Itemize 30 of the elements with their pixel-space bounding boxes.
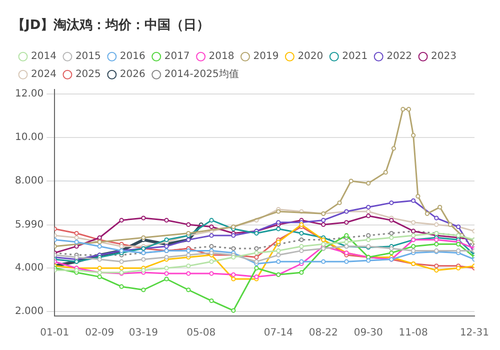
x-tick-label: 08-22 bbox=[308, 328, 338, 339]
legend-label: 2020 bbox=[298, 51, 324, 62]
y-tick-label: 12.00 bbox=[14, 88, 44, 100]
y-tick-label: 2.000 bbox=[14, 306, 44, 318]
legend-label: 2016 bbox=[120, 51, 146, 62]
y-tick-label: 8.000 bbox=[14, 176, 44, 187]
legend-label: 2018 bbox=[208, 51, 234, 62]
legend-label: 2022 bbox=[386, 51, 412, 62]
chart-title: 【JD】淘汰鸡：均价：中国（日） bbox=[12, 17, 210, 34]
x-tick-label: 02-09 bbox=[85, 328, 114, 339]
y-tick-label: 5.990 bbox=[14, 219, 44, 230]
y-tick-label: 10.00 bbox=[14, 132, 44, 144]
legend-label: 2025 bbox=[75, 69, 101, 80]
legend-label: 2017 bbox=[164, 51, 190, 62]
x-tick-label: 01-01 bbox=[40, 328, 70, 339]
legend-label: 2024 bbox=[31, 69, 56, 80]
legend-label: 2026 bbox=[120, 69, 146, 80]
legend-label: 2014-2025均值 bbox=[164, 68, 239, 80]
legend-label: 2014 bbox=[31, 51, 56, 62]
legend-label: 2019 bbox=[253, 51, 279, 62]
x-tick-label: 09-30 bbox=[354, 328, 383, 339]
x-tick-label: 03-19 bbox=[128, 328, 158, 339]
legend-label: 2021 bbox=[342, 51, 368, 62]
x-tick-label: 07-14 bbox=[264, 328, 293, 339]
y-tick-label: 4.000 bbox=[14, 262, 44, 274]
x-tick-label: 12-31 bbox=[460, 328, 489, 339]
legend-label: 2023 bbox=[431, 51, 456, 62]
x-tick-label: 11-08 bbox=[398, 328, 428, 339]
x-tick-label: 05-08 bbox=[186, 328, 216, 339]
legend-label: 2015 bbox=[75, 51, 101, 62]
